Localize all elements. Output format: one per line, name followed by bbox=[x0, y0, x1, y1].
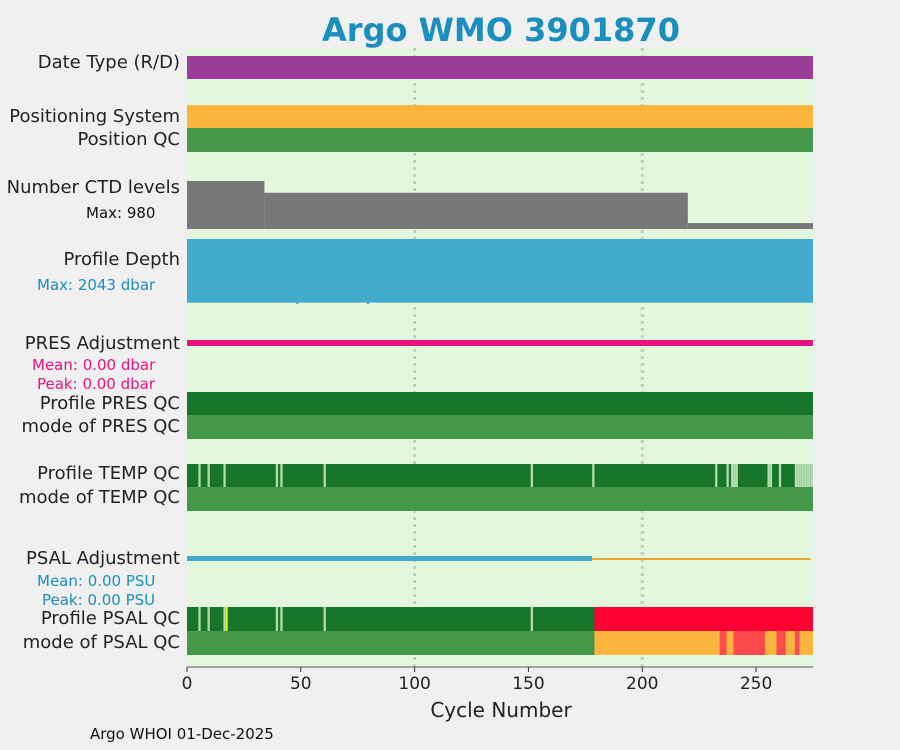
profile-depth-label: Profile Depth bbox=[63, 249, 180, 270]
x-axis-label: Cycle Number bbox=[430, 698, 572, 722]
chart-title: Argo WMO 3901870 bbox=[322, 11, 680, 49]
temp-qc-mark bbox=[715, 464, 718, 487]
psal-qc-mark bbox=[280, 607, 283, 631]
depth-max-label: Max: 2043 dbar bbox=[37, 276, 156, 294]
temp-qc-mark bbox=[808, 464, 811, 487]
ctd-step-0 bbox=[187, 181, 265, 229]
psal-qc-mark bbox=[225, 607, 228, 631]
profile-psal-qc-marks bbox=[198, 607, 813, 631]
temp-qc-mark bbox=[223, 464, 226, 487]
temp-qc-mark bbox=[769, 464, 773, 487]
temp-qc-mark bbox=[530, 464, 534, 487]
profile-pres-qc-label: Profile PRES QC bbox=[39, 393, 180, 414]
ctd-levels-series bbox=[187, 181, 813, 229]
pres-adjustment-label: PRES Adjustment bbox=[24, 333, 180, 354]
temp-qc-mark bbox=[275, 464, 279, 487]
psal-qc-mark bbox=[275, 607, 279, 631]
temp-qc-mark bbox=[198, 464, 201, 487]
depth-peak bbox=[366, 239, 370, 304]
profile-temp-qc-marks bbox=[198, 464, 813, 487]
psal-qc-mark bbox=[207, 607, 210, 631]
psal-mode-probably-bad bbox=[719, 631, 727, 655]
psal-qc-mark bbox=[530, 607, 534, 631]
mode-psal-qc-label: mode of PSAL QC bbox=[22, 632, 180, 653]
x-tick-label: 0 bbox=[181, 674, 193, 694]
mode-pres-qc-bar bbox=[187, 415, 813, 439]
date-type-label: Date Type (R/D) bbox=[37, 52, 180, 73]
position-qc-label: Position QC bbox=[77, 129, 180, 150]
temp-qc-mark bbox=[726, 464, 729, 487]
mode-temp-qc-label: mode of TEMP QC bbox=[18, 487, 180, 508]
temp-qc-mark bbox=[731, 464, 734, 487]
mode-pres-qc-label: mode of PRES QC bbox=[21, 416, 180, 437]
temp-qc-mark bbox=[323, 464, 326, 487]
date-type-bar bbox=[187, 56, 813, 79]
temp-qc-mark bbox=[592, 464, 595, 487]
temp-qc-mark bbox=[207, 464, 210, 487]
psal-qc-mark bbox=[198, 607, 201, 631]
temp-qc-mark bbox=[803, 464, 807, 487]
psal-adjustment-tail-line bbox=[592, 558, 811, 560]
number-ctd-levels-label: Number CTD levels bbox=[6, 177, 180, 198]
temp-qc-mark bbox=[810, 464, 813, 487]
ctd-step-2 bbox=[687, 223, 813, 229]
temp-qc-mark bbox=[794, 464, 798, 487]
x-tick-label: 50 bbox=[289, 674, 312, 694]
temp-qc-mark bbox=[778, 464, 782, 487]
x-axis bbox=[186, 666, 813, 672]
profile-temp-qc-label: Profile TEMP QC bbox=[37, 463, 180, 484]
profile-pres-qc-bar bbox=[187, 392, 813, 415]
psal-mode-probably-bad bbox=[733, 631, 766, 655]
psal-mode-probably-bad bbox=[794, 631, 800, 655]
temp-qc-mark bbox=[801, 464, 804, 487]
temp-qc-mark bbox=[733, 464, 736, 487]
temp-qc-mark bbox=[767, 464, 770, 487]
x-tick-label: 250 bbox=[739, 674, 773, 694]
temp-qc-mark bbox=[797, 464, 800, 487]
ctd-step-1 bbox=[264, 192, 688, 229]
x-tick-label: 150 bbox=[512, 674, 545, 694]
mode-temp-qc-bar bbox=[187, 487, 813, 511]
position-qc-bar bbox=[187, 128, 813, 152]
temp-qc-mark bbox=[799, 464, 802, 487]
psal-qc-mark bbox=[323, 607, 326, 631]
psal-qc-mark bbox=[223, 607, 226, 631]
psal-mode-probably-bad bbox=[776, 631, 786, 655]
x-tick-label: 100 bbox=[398, 674, 431, 694]
mode-psal-qc-marks bbox=[594, 631, 813, 655]
psal-peak-label: Peak: 0.00 PSU bbox=[42, 591, 156, 609]
positioning-system-bar bbox=[187, 105, 813, 128]
profile-psal-qc-label: Profile PSAL QC bbox=[40, 608, 180, 629]
footer-text: Argo WHOI 01-Dec-2025 bbox=[90, 725, 274, 743]
psal-adjustment-line bbox=[187, 556, 593, 561]
pres-peak-label: Peak: 0.00 dbar bbox=[37, 375, 156, 393]
pres-adjustment-line bbox=[187, 340, 813, 346]
psal-adjustment-label: PSAL Adjustment bbox=[25, 548, 180, 569]
profile-temp-qc-bar bbox=[187, 464, 813, 487]
ctd-max-label: Max: 980 bbox=[86, 204, 156, 222]
psal-qc-bad-range bbox=[594, 607, 813, 631]
positioning-system-label: Positioning System bbox=[9, 106, 180, 127]
depth-typical bbox=[187, 239, 813, 303]
pres-mean-label: Mean: 0.00 dbar bbox=[32, 356, 156, 374]
temp-qc-mark bbox=[735, 464, 738, 487]
temp-qc-mark bbox=[280, 464, 283, 487]
profile-depth-series bbox=[187, 239, 813, 304]
temp-qc-mark bbox=[806, 464, 809, 487]
psal-mean-label: Mean: 0.00 PSU bbox=[37, 572, 156, 590]
x-tick-label: 200 bbox=[626, 674, 659, 694]
depth-peak bbox=[296, 239, 299, 304]
